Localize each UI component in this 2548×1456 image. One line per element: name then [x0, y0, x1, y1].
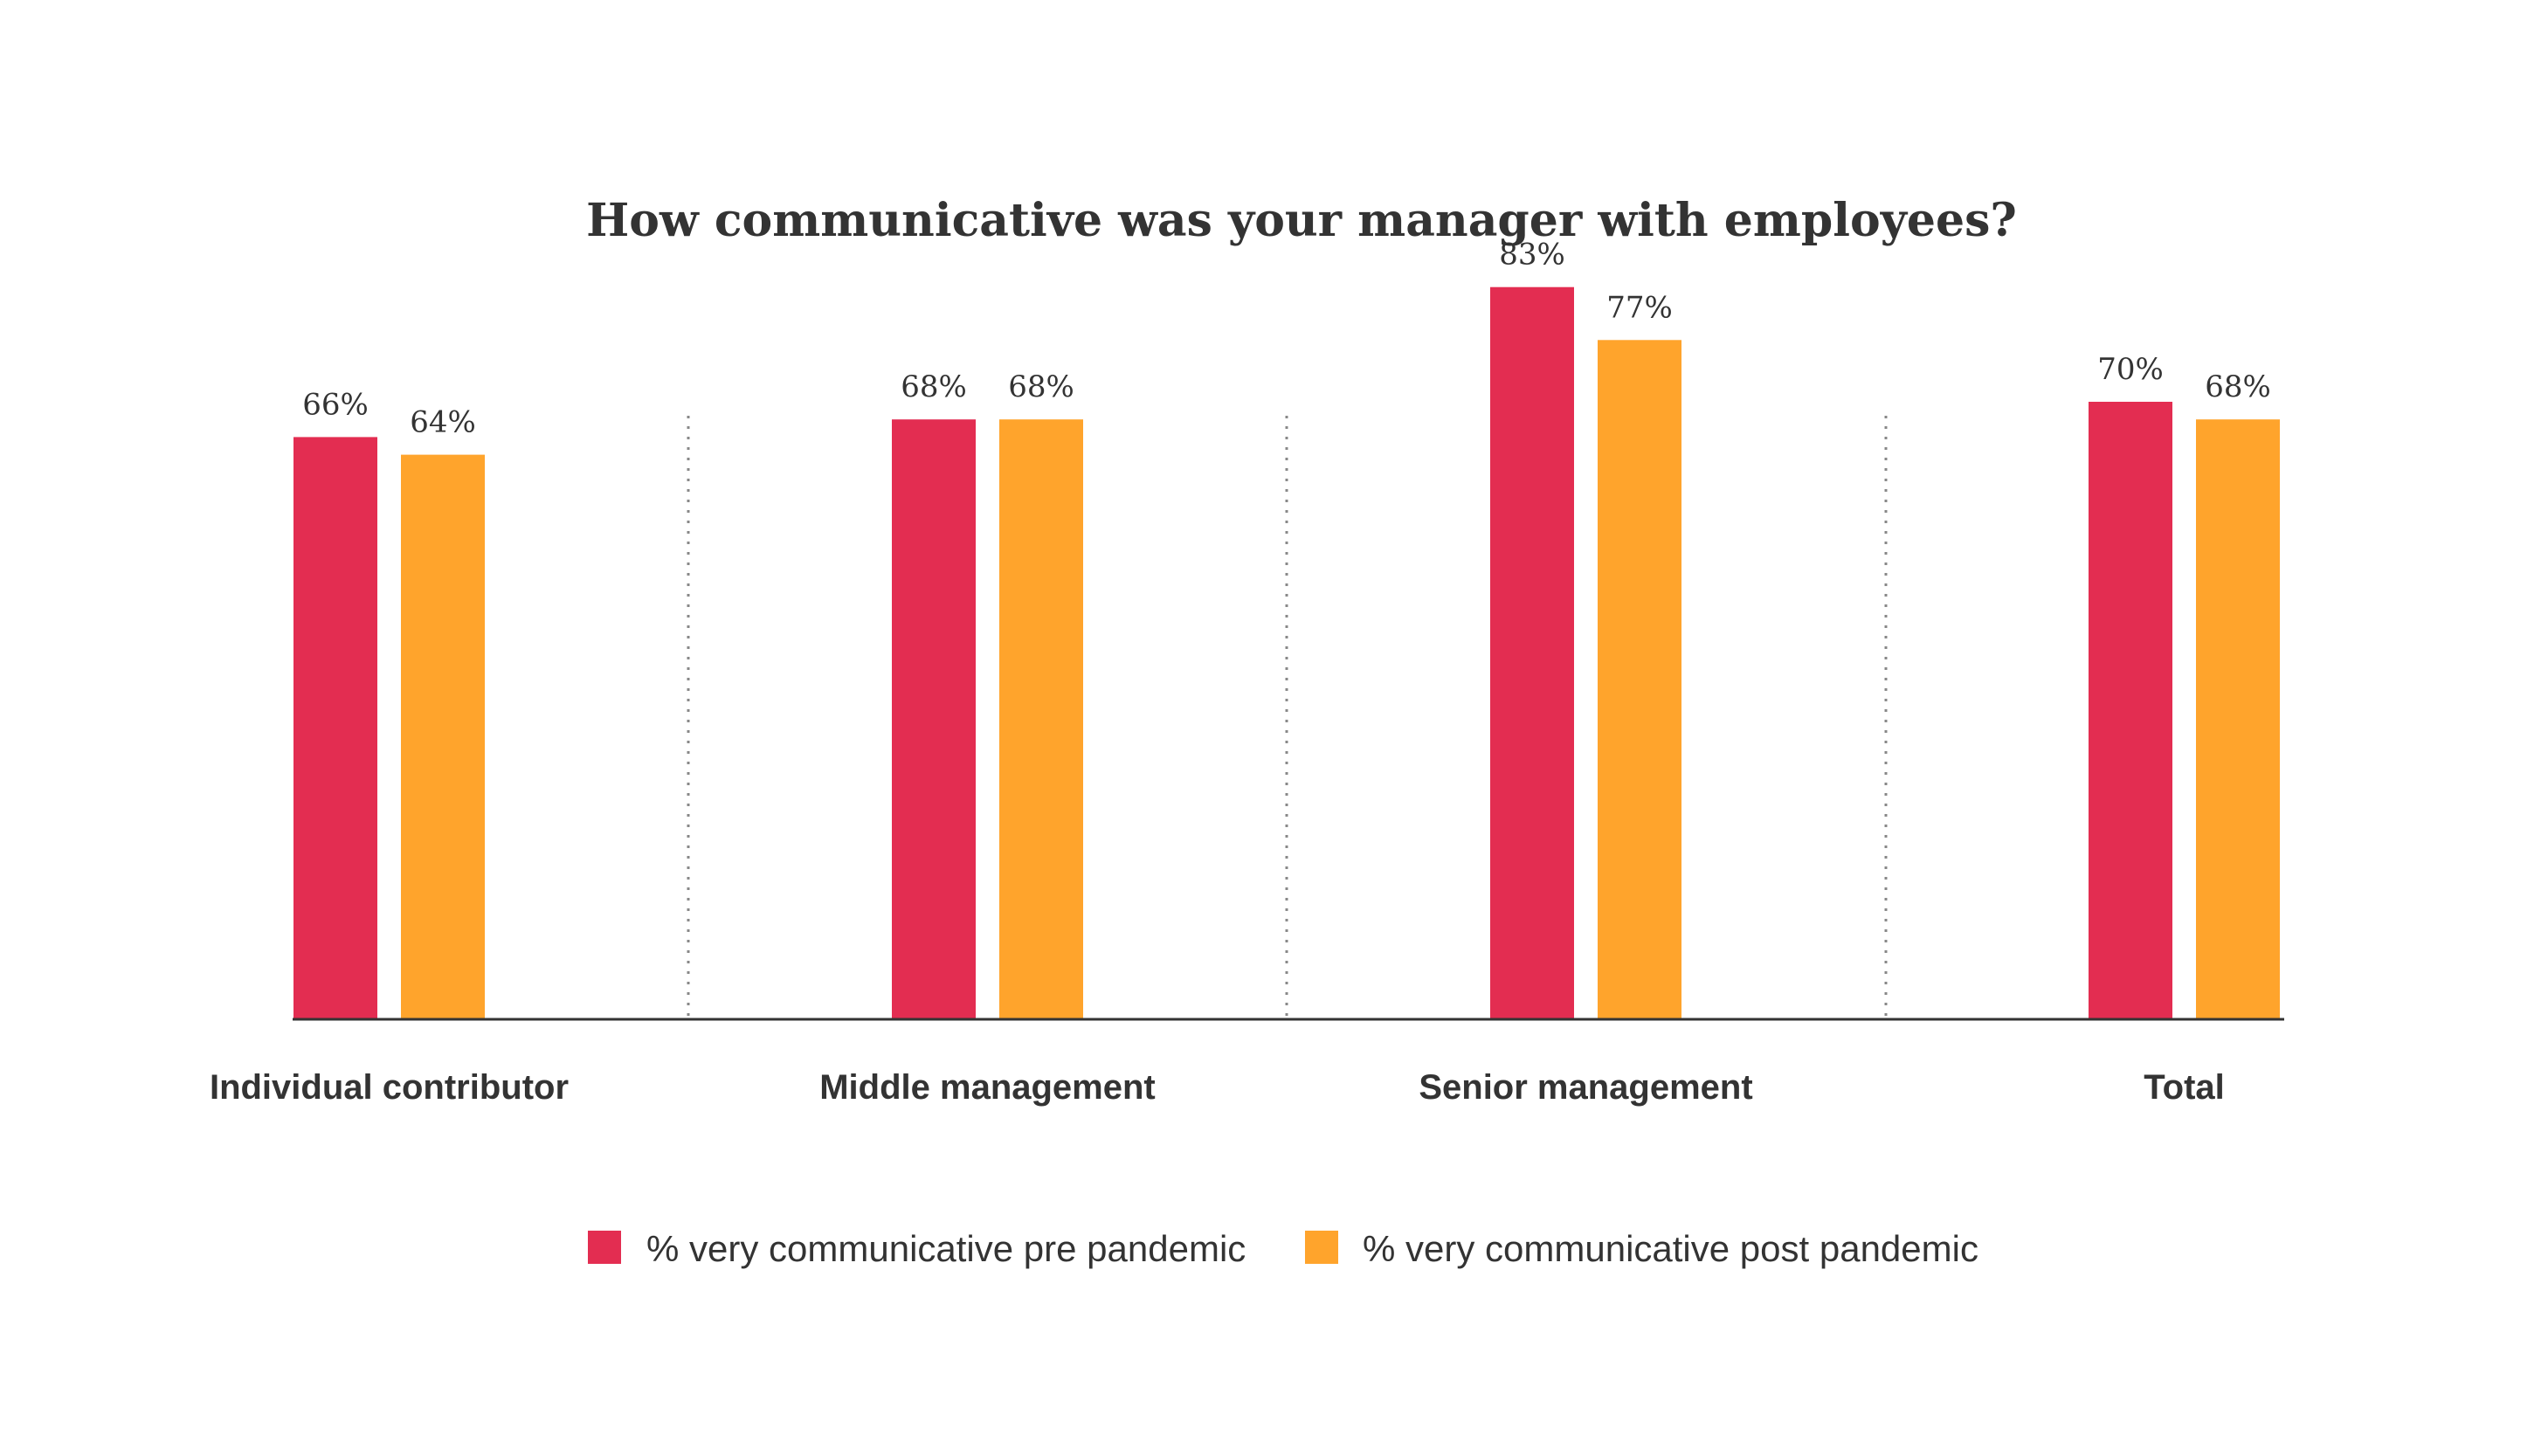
value-label: 77% — [1606, 290, 1673, 325]
category-separators — [687, 416, 1888, 1019]
chart-title: How communicative was your manager with … — [586, 194, 2017, 247]
value-label: 83% — [1499, 238, 1565, 273]
category-label: Middle management — [819, 1068, 1156, 1107]
bars — [293, 286, 2280, 1019]
legend-label-pre-pandemic: % very communicative pre pandemic — [646, 1228, 1246, 1269]
value-label: 64% — [410, 405, 476, 440]
category-label: Total — [2144, 1068, 2225, 1107]
category-labels: Individual contributor Middle management S… — [210, 1068, 2225, 1107]
value-label: 68% — [1008, 369, 1074, 404]
category-label: Senior management — [1419, 1068, 1752, 1107]
value-label: 70% — [2097, 352, 2164, 387]
bar-pre-0 — [293, 437, 377, 1019]
value-labels: 66% 68% 83% 70% 64% 68% 77% 68% — [302, 238, 2271, 440]
value-label: 68% — [901, 369, 967, 404]
legend-swatch-pre-pandemic — [588, 1231, 621, 1264]
bar-post-1 — [999, 419, 1083, 1019]
value-label: 66% — [302, 387, 369, 422]
bar-post-3 — [2196, 419, 2280, 1019]
legend: % very communicative pre pandemic % very… — [588, 1228, 1978, 1269]
legend-label-post-pandemic: % very communicative post pandemic — [1363, 1228, 1978, 1269]
bar-pre-2 — [1490, 286, 1574, 1019]
bar-post-2 — [1598, 340, 1681, 1019]
value-label: 68% — [2205, 369, 2271, 404]
bar-pre-3 — [2089, 402, 2172, 1019]
bar-pre-1 — [892, 419, 976, 1019]
legend-swatch-post-pandemic — [1305, 1231, 1338, 1264]
bar-post-0 — [401, 454, 485, 1019]
category-label: Individual contributor — [210, 1068, 569, 1107]
